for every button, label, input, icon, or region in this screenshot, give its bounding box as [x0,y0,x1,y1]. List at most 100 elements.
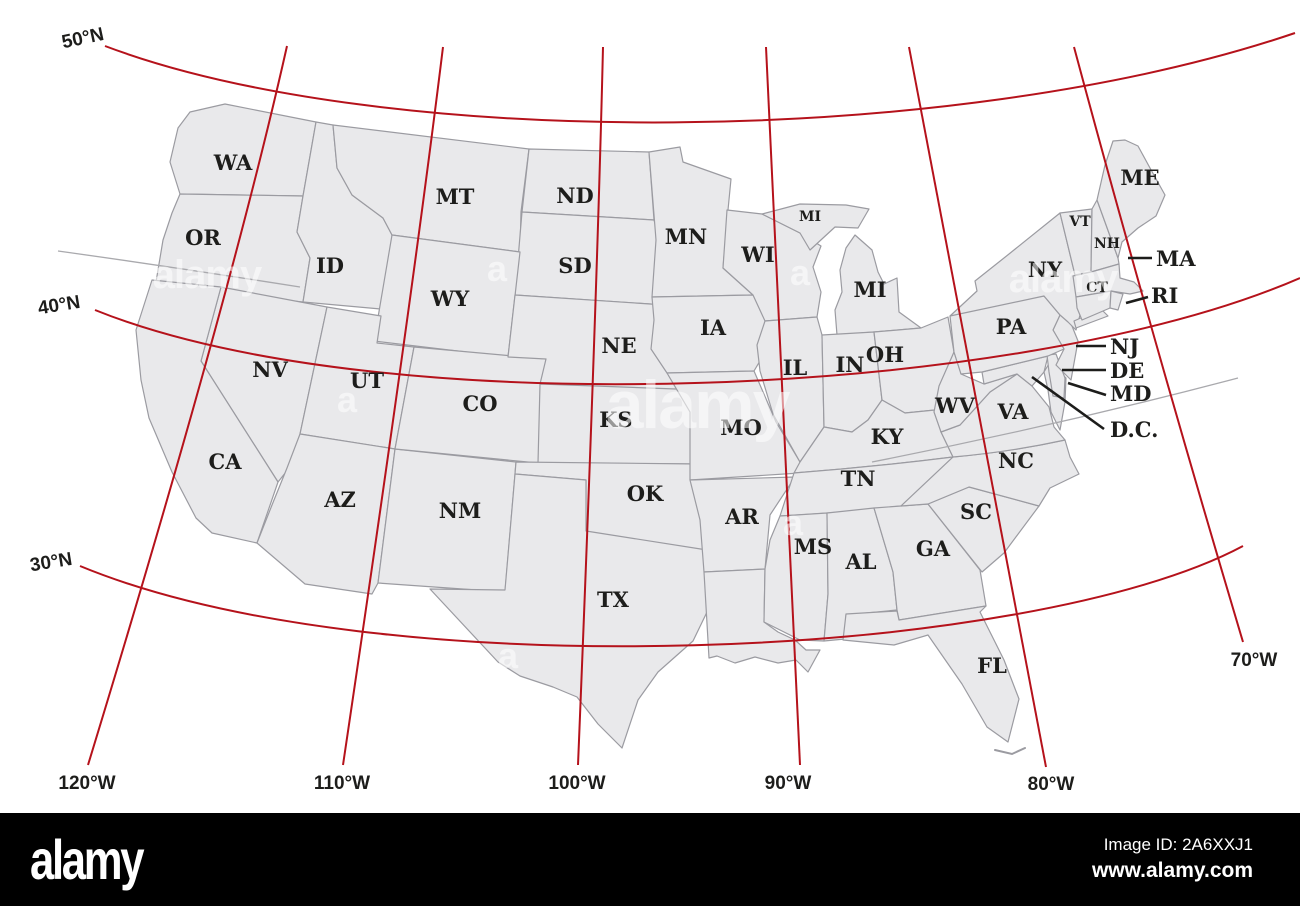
state-labels: WA OR ID MT ND SD WY NV UT CA AZ NM CO N… [185,150,1196,678]
label-vt: VT [1068,214,1091,230]
label-ca: CA [208,449,242,474]
label-ri: RI [1151,283,1178,308]
parallel-40n [94,277,1300,386]
label-wv: WV [934,393,976,418]
leader-ri [1125,295,1149,305]
label-sc: SC [960,499,992,524]
state-shape-ct [1075,290,1112,321]
gray-line-east [871,377,1239,463]
label-ar: AR [724,504,759,529]
label-co: CO [462,391,497,416]
watermark-alamy-right: alamy [1009,257,1119,301]
label-fl: FL [977,653,1007,678]
label-ms: MS [794,534,832,559]
label-or: OR [185,225,221,250]
state-shape-va [940,373,1066,458]
label-lat-40n: 40°N [37,292,82,319]
state-shape-la [703,568,821,673]
meridian-70w [1073,46,1244,643]
watermark-a-6: a [895,639,916,680]
state-shape-de [1046,353,1066,399]
state-shape-ri [1109,290,1124,311]
label-ks: KS [599,407,632,432]
watermark-a-4: a [783,502,804,543]
label-wy: WY [430,286,471,311]
watermark-a-1: a [487,248,508,289]
label-mi: MI [853,277,886,302]
meridian-110w [342,46,444,766]
state-shape-mi-upper [761,203,870,251]
state-shape-fl [842,605,1020,743]
watermark-footer-bar: alamy Image ID: 2A6XXJ1 www.alamy.com [0,813,1300,906]
label-nm: NM [439,498,481,523]
watermark-a-3: a [337,379,358,420]
label-az: AZ [323,487,356,512]
label-sd: SD [558,253,591,278]
label-wa: WA [213,150,253,175]
label-lon-110w: 110°W [314,773,370,794]
label-lon-70w: 70°W [1231,650,1278,671]
label-al: AL [844,549,876,574]
image-id-text: Image ID: 2A6XXJ1 [1103,835,1253,854]
label-ut: UT [350,368,384,393]
label-mo: MO [720,415,762,440]
watermark-a-5: a [498,635,519,676]
watermark-alamy-topleft: alamy [153,253,263,297]
label-ia: IA [700,315,727,340]
watermark-alamy-center: alamy [606,367,791,443]
label-ma: MA [1156,246,1196,271]
label-pa: PA [996,314,1027,339]
label-tn: TN [841,466,876,491]
label-ga: GA [916,536,951,561]
alamy-url-text: www.alamy.com [1091,859,1253,882]
gray-line-west [57,250,301,288]
label-dc: D.C. [1110,417,1158,442]
label-id: ID [316,253,344,278]
label-mn: MN [665,224,707,249]
label-md: MD [1110,381,1151,406]
meridian-100w [577,46,604,766]
label-lon-90w: 90°W [765,773,812,794]
callout-leader-lines [1031,256,1152,431]
parallel-30n [79,545,1244,648]
label-nh: NH [1094,236,1120,252]
parallel-50n [104,32,1296,124]
label-oh: OH [866,342,904,367]
label-nc: NC [998,448,1034,473]
label-lon-80w: 80°W [1028,774,1075,795]
label-de: DE [1110,358,1144,383]
label-lat-50n: 50°N [60,24,106,53]
state-shapes [135,103,1166,756]
state-shape-me [1096,139,1166,259]
state-shape-tx [429,473,709,749]
footer-info: Image ID: 2A6XXJ1 www.alamy.com [1092,835,1253,883]
alamy-logo: alamy [30,828,144,891]
label-lon-100w: 100°W [548,773,605,794]
leader-dc [1031,375,1105,431]
florida-keys [994,747,1026,756]
watermarks: alamy alamy alamy a a a a a a [153,248,1120,680]
leader-md [1067,381,1107,397]
label-il: IL [783,355,808,380]
meridian-120w [87,45,288,766]
label-va: VA [997,399,1030,424]
gray-aux-lines [57,250,1239,463]
label-ny: NY [1028,257,1063,282]
state-shape-nh [1090,199,1120,273]
label-tx: TX [597,587,630,612]
label-wi: WI [740,242,774,267]
meridian-90w [765,46,801,766]
watermark-a-2: a [790,252,811,293]
graticule-lines [79,32,1300,768]
label-nj: NJ [1110,334,1139,359]
label-ct: CT [1086,280,1108,296]
label-in: IN [835,352,864,377]
label-ne: NE [601,333,636,358]
label-lat-30n: 30°N [29,549,74,576]
label-nv: NV [252,357,288,382]
label-ky: KY [871,424,905,449]
label-mi-upper: MI [799,209,821,225]
label-lon-120w: 120°W [58,773,115,794]
